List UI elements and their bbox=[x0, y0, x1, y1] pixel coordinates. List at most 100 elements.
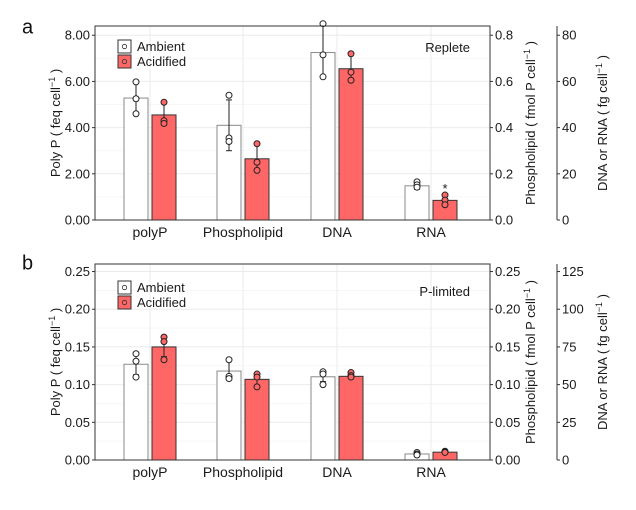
bar-acidified-polyp bbox=[151, 346, 177, 461]
y-axis-label-right: Phospholipid ( fmol P cell−1 ) bbox=[522, 41, 538, 205]
data-point bbox=[225, 137, 233, 145]
y-tick-label-left: 0.00 bbox=[65, 453, 90, 468]
legend-label: Ambient bbox=[137, 280, 185, 295]
data-point bbox=[253, 166, 261, 174]
legend-label: Ambient bbox=[137, 39, 185, 54]
data-point bbox=[347, 76, 355, 84]
y-tick-label-left: 0.05 bbox=[65, 415, 90, 430]
legend-point-icon bbox=[121, 58, 128, 65]
y-tick-label-right: 0.00 bbox=[495, 453, 520, 468]
panel-label: a bbox=[22, 17, 34, 39]
bar-acidified-polyp bbox=[151, 114, 177, 221]
bar-acidified-dna bbox=[338, 375, 364, 461]
condition-annotation: Replete bbox=[425, 40, 470, 55]
legend-label: Acidified bbox=[137, 54, 186, 69]
data-point bbox=[253, 373, 261, 381]
data-point bbox=[225, 356, 233, 364]
y-tick-label-left: 0.20 bbox=[65, 302, 90, 317]
data-point bbox=[160, 119, 168, 127]
bar-ambient-polyp bbox=[123, 97, 149, 221]
plot-frame bbox=[94, 263, 491, 461]
data-point bbox=[347, 373, 355, 381]
y-tick-label-outer: 20 bbox=[562, 166, 576, 181]
data-point bbox=[132, 95, 140, 103]
y-tick-label-right: 0.2 bbox=[495, 166, 513, 181]
y-tick-label-outer: 75 bbox=[562, 339, 576, 354]
data-point bbox=[319, 73, 327, 81]
panel-b: b polyP Phospholipid DNA RNA 0.00 0.05 0.10 0.15… bbox=[22, 253, 610, 480]
data-point bbox=[225, 375, 233, 383]
legend-point-icon bbox=[121, 284, 128, 291]
data-point bbox=[347, 50, 355, 58]
y-tick-label-left: 4.00 bbox=[65, 120, 90, 135]
x-tick-label: DNA bbox=[322, 224, 352, 240]
y-tick-label-outer: 125 bbox=[562, 264, 584, 279]
data-point bbox=[319, 20, 327, 28]
data-point bbox=[319, 51, 327, 59]
x-tick-label: Phospholipid bbox=[203, 464, 283, 480]
y-axis-label-outer: DNA or RNA ( fg cell−1 ) bbox=[594, 294, 610, 430]
y-tick-label-outer: 40 bbox=[562, 120, 576, 135]
y-tick-label-left: 0.00 bbox=[65, 213, 90, 228]
x-tick-label: polyP bbox=[132, 224, 167, 240]
data-point bbox=[253, 140, 261, 148]
y-axis-label-left: Poly P ( feq cell−1 ) bbox=[47, 69, 63, 177]
data-point bbox=[225, 91, 233, 99]
bar-acidified-phospholipid bbox=[244, 378, 270, 461]
y-tick-label-outer: 0 bbox=[562, 453, 569, 468]
data-point bbox=[319, 370, 327, 378]
y-tick-label-outer: 100 bbox=[562, 302, 584, 317]
y-tick-label-outer: 25 bbox=[562, 415, 576, 430]
y-tick-label-outer: 0 bbox=[562, 213, 569, 228]
y-tick-label-left: 6.00 bbox=[65, 74, 90, 89]
data-point bbox=[160, 338, 168, 346]
plot-frame bbox=[94, 25, 491, 221]
y-tick-label-left: 0.15 bbox=[65, 339, 90, 354]
data-point bbox=[132, 357, 140, 365]
x-tick-label: RNA bbox=[416, 224, 446, 240]
y-tick-label-right: 0.15 bbox=[495, 339, 520, 354]
x-tick-label: polyP bbox=[132, 464, 167, 480]
y-tick-label-left: 0.25 bbox=[65, 264, 90, 279]
x-tick-label: RNA bbox=[416, 464, 446, 480]
y-tick-label-left: 0.10 bbox=[65, 377, 90, 392]
y-tick-label-right: 0.20 bbox=[495, 302, 520, 317]
data-point bbox=[132, 110, 140, 118]
data-point bbox=[132, 78, 140, 86]
data-point bbox=[347, 68, 355, 76]
bar-acidified-dna bbox=[338, 68, 364, 221]
panel-label: b bbox=[22, 253, 33, 275]
data-point bbox=[160, 98, 168, 106]
bar-ambient-phospholipid bbox=[216, 370, 242, 461]
bar-ambient-rna bbox=[404, 185, 430, 221]
significance-mark: * bbox=[442, 181, 447, 196]
data-point bbox=[253, 158, 261, 166]
y-tick-label-right: 0.6 bbox=[495, 74, 513, 89]
data-point bbox=[441, 448, 449, 456]
x-tick-label: DNA bbox=[322, 464, 352, 480]
y-tick-label-right: 0.4 bbox=[495, 120, 513, 135]
y-axis-label-left: Poly P ( feq cell−1 ) bbox=[47, 308, 63, 416]
y-tick-label-outer: 80 bbox=[562, 28, 576, 43]
legend-label: Acidified bbox=[137, 295, 186, 310]
legend-point-icon bbox=[121, 299, 128, 306]
y-tick-label-right: 0.10 bbox=[495, 377, 520, 392]
y-tick-label-left: 8.00 bbox=[65, 28, 90, 43]
y-tick-label-right: 0.8 bbox=[495, 28, 513, 43]
y-tick-label-right: 0.25 bbox=[495, 264, 520, 279]
bar-ambient-dna bbox=[310, 52, 336, 221]
y-tick-label-outer: 60 bbox=[562, 74, 576, 89]
data-point bbox=[132, 350, 140, 358]
x-tick-label: Phospholipid bbox=[203, 224, 283, 240]
y-axis-label-right: Phospholipid ( fmol P cell−1 ) bbox=[522, 280, 538, 444]
data-point bbox=[253, 383, 261, 391]
data-point bbox=[319, 381, 327, 389]
y-tick-label-left: 2.00 bbox=[65, 166, 90, 181]
y-axis-label-outer: DNA or RNA ( fg cell−1 ) bbox=[594, 55, 610, 191]
bar-ambient-dna bbox=[310, 376, 336, 461]
y-tick-label-right: 0.0 bbox=[495, 213, 513, 228]
data-point bbox=[413, 183, 421, 191]
y-tick-label-outer: 50 bbox=[562, 377, 576, 392]
